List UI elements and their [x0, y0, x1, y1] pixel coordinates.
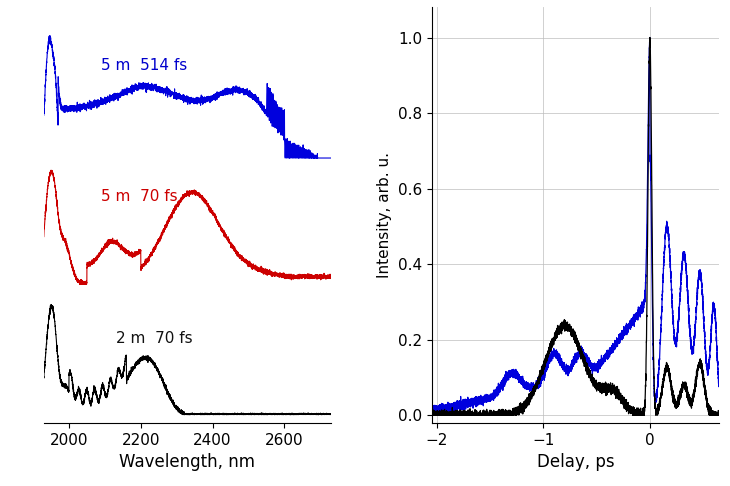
- X-axis label: Delay, ps: Delay, ps: [537, 453, 614, 471]
- X-axis label: Wavelength, nm: Wavelength, nm: [120, 453, 255, 471]
- Text: 2 m  70 fs: 2 m 70 fs: [115, 331, 192, 347]
- Y-axis label: Intensity, arb. u.: Intensity, arb. u.: [377, 152, 392, 278]
- Text: 5 m  514 fs: 5 m 514 fs: [101, 58, 188, 73]
- Text: 5 m  70 fs: 5 m 70 fs: [101, 189, 178, 204]
